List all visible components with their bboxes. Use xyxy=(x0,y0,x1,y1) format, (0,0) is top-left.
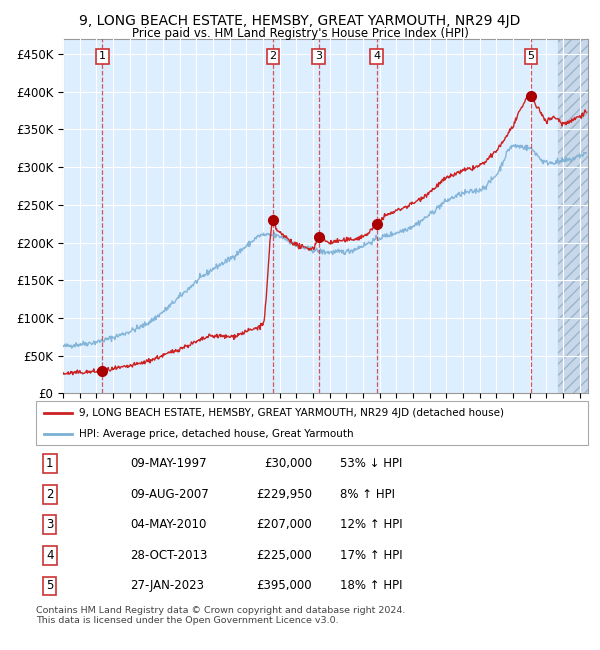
Text: 28-OCT-2013: 28-OCT-2013 xyxy=(130,549,207,562)
Text: 53% ↓ HPI: 53% ↓ HPI xyxy=(340,458,402,471)
Text: 4: 4 xyxy=(46,549,53,562)
Text: Contains HM Land Registry data © Crown copyright and database right 2024.
This d: Contains HM Land Registry data © Crown c… xyxy=(36,606,406,625)
Text: 4: 4 xyxy=(373,51,380,61)
Text: £395,000: £395,000 xyxy=(256,580,312,593)
Text: Price paid vs. HM Land Registry's House Price Index (HPI): Price paid vs. HM Land Registry's House … xyxy=(131,27,469,40)
Text: 17% ↑ HPI: 17% ↑ HPI xyxy=(340,549,402,562)
Bar xyxy=(558,39,588,393)
Text: 9, LONG BEACH ESTATE, HEMSBY, GREAT YARMOUTH, NR29 4JD (detached house): 9, LONG BEACH ESTATE, HEMSBY, GREAT YARM… xyxy=(79,408,504,419)
Text: 3: 3 xyxy=(46,519,53,532)
Text: 09-MAY-1997: 09-MAY-1997 xyxy=(130,458,206,471)
Text: £30,000: £30,000 xyxy=(264,458,312,471)
Text: 8% ↑ HPI: 8% ↑ HPI xyxy=(340,488,395,500)
Text: 09-AUG-2007: 09-AUG-2007 xyxy=(130,488,209,500)
Text: 3: 3 xyxy=(315,51,322,61)
Text: 18% ↑ HPI: 18% ↑ HPI xyxy=(340,580,402,593)
Text: HPI: Average price, detached house, Great Yarmouth: HPI: Average price, detached house, Grea… xyxy=(79,429,353,439)
Text: 1: 1 xyxy=(46,458,53,471)
Text: 04-MAY-2010: 04-MAY-2010 xyxy=(130,519,206,532)
Text: 5: 5 xyxy=(527,51,535,61)
Text: £225,000: £225,000 xyxy=(256,549,312,562)
Text: 9, LONG BEACH ESTATE, HEMSBY, GREAT YARMOUTH, NR29 4JD: 9, LONG BEACH ESTATE, HEMSBY, GREAT YARM… xyxy=(79,14,521,29)
Text: 2: 2 xyxy=(269,51,277,61)
Text: 27-JAN-2023: 27-JAN-2023 xyxy=(130,580,204,593)
Text: 5: 5 xyxy=(46,580,53,593)
Text: 1: 1 xyxy=(99,51,106,61)
Text: £207,000: £207,000 xyxy=(256,519,312,532)
Bar xyxy=(558,39,588,393)
Text: £229,950: £229,950 xyxy=(256,488,312,500)
Text: 12% ↑ HPI: 12% ↑ HPI xyxy=(340,519,402,532)
Text: 2: 2 xyxy=(46,488,53,500)
